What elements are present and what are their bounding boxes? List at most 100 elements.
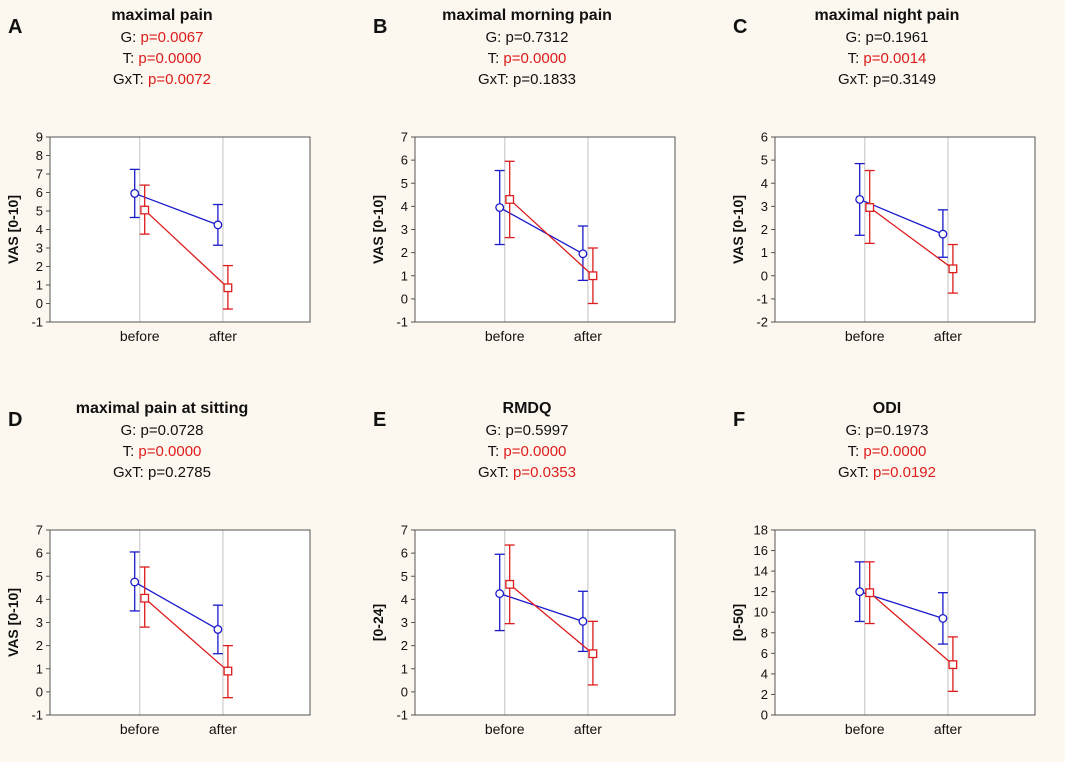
y-tick-label: 3	[36, 615, 43, 630]
data-point-square	[948, 264, 958, 274]
stat-line: T: p=0.0000	[488, 50, 567, 67]
y-tick-label: 4	[36, 222, 43, 237]
y-tick-label: 6	[401, 153, 408, 168]
data-point-circle	[578, 616, 588, 626]
stat-value: p=0.0000	[503, 50, 566, 67]
data-point-circle	[855, 587, 865, 597]
stat-value: p=0.0000	[503, 443, 566, 460]
y-tick-label: 5	[761, 153, 768, 168]
x-tick-label: before	[120, 721, 160, 737]
plot-area	[50, 530, 310, 715]
panel-letter: D	[8, 409, 22, 431]
y-tick-label: 0	[761, 268, 768, 283]
stat-value: p=0.0728	[141, 422, 204, 439]
stat-label: T:	[848, 50, 864, 67]
y-tick-label: 1	[36, 661, 43, 676]
data-point-square	[140, 205, 150, 215]
y-tick-label: 14	[754, 564, 768, 579]
stat-line: GxT: p=0.0353	[478, 464, 576, 481]
stat-value: p=0.2785	[148, 464, 211, 481]
y-tick-label: 0	[36, 684, 43, 699]
stat-line: G: p=0.1961	[846, 29, 929, 46]
stat-label: G:	[121, 29, 141, 46]
panel-title: maximal pain at sitting	[76, 400, 248, 417]
stat-label: G:	[846, 422, 866, 439]
data-point-circle	[130, 188, 140, 198]
y-tick-label: 3	[761, 199, 768, 214]
stat-line: G: p=0.7312	[486, 29, 569, 46]
data-point-circle	[855, 194, 865, 204]
data-point-circle	[130, 577, 140, 587]
stat-label: GxT:	[838, 464, 873, 481]
data-point-circle	[213, 624, 223, 634]
x-tick-label: after	[209, 328, 237, 344]
stat-line: T: p=0.0000	[123, 50, 202, 67]
stat-label: GxT:	[113, 71, 148, 88]
stat-value: p=0.1973	[866, 422, 929, 439]
stat-value: p=0.0072	[148, 71, 211, 88]
y-tick-label: 3	[401, 615, 408, 630]
y-tick-label: 2	[761, 687, 768, 702]
stat-label: T:	[123, 443, 139, 460]
stat-value: p=0.0000	[138, 50, 201, 67]
data-point-square	[505, 194, 515, 204]
stat-value: p=0.1833	[513, 71, 576, 88]
series-group1	[494, 553, 588, 653]
panel-title: maximal night pain	[815, 7, 960, 24]
y-tick-label: 6	[401, 546, 408, 561]
y-tick-label: 8	[761, 625, 768, 640]
series-group1	[129, 551, 223, 655]
data-point-circle	[495, 589, 505, 599]
stat-label: GxT:	[113, 464, 148, 481]
x-tick-label: after	[574, 721, 602, 737]
y-tick-label: 6	[761, 130, 768, 145]
stat-line: T: p=0.0000	[488, 443, 567, 460]
y-axis-label: VAS [0-10]	[5, 588, 21, 657]
panel-letter: A	[8, 16, 22, 38]
stat-value: p=0.5997	[506, 422, 569, 439]
data-point-square	[140, 593, 150, 603]
x-tick-label: before	[845, 328, 885, 344]
plot-area	[50, 137, 310, 322]
panel-letter: F	[733, 409, 745, 431]
series-group2	[504, 160, 598, 305]
stat-label: T:	[488, 50, 504, 67]
y-tick-label: 5	[401, 569, 408, 584]
stat-line: T: p=0.0014	[848, 50, 927, 67]
y-tick-label: 10	[754, 605, 768, 620]
y-tick-label: 12	[754, 584, 768, 599]
y-tick-label: 6	[36, 546, 43, 561]
data-point-square	[223, 283, 233, 293]
x-tick-label: before	[120, 328, 160, 344]
y-tick-label: 5	[401, 176, 408, 191]
stat-line: GxT: p=0.1833	[478, 71, 576, 88]
panel-title: maximal pain	[111, 7, 212, 24]
stat-label: T:	[848, 443, 864, 460]
series-group2	[139, 566, 233, 699]
stat-label: T:	[123, 50, 139, 67]
data-point-square	[865, 588, 875, 598]
series-group2	[864, 561, 958, 693]
panel-title: ODI	[873, 400, 901, 417]
y-tick-label: 4	[36, 592, 43, 607]
stat-label: GxT:	[838, 71, 873, 88]
y-tick-label: 4	[761, 176, 768, 191]
stat-line: T: p=0.0000	[848, 443, 927, 460]
y-tick-label: 7	[36, 523, 43, 538]
y-tick-label: 2	[36, 638, 43, 653]
series-line	[499, 592, 584, 622]
y-tick-label: 5	[36, 569, 43, 584]
series-line	[144, 597, 229, 672]
panel-letter: E	[373, 409, 386, 431]
y-tick-label: 7	[36, 167, 43, 182]
y-tick-label: 16	[754, 543, 768, 558]
y-axis-label: [0-50]	[730, 604, 746, 641]
series-line	[134, 192, 219, 226]
y-tick-label: 7	[401, 523, 408, 538]
series-group2	[139, 184, 233, 310]
y-tick-label: 2	[401, 638, 408, 653]
stat-line: G: p=0.0728	[121, 422, 204, 439]
panel-letter: B	[373, 16, 387, 38]
